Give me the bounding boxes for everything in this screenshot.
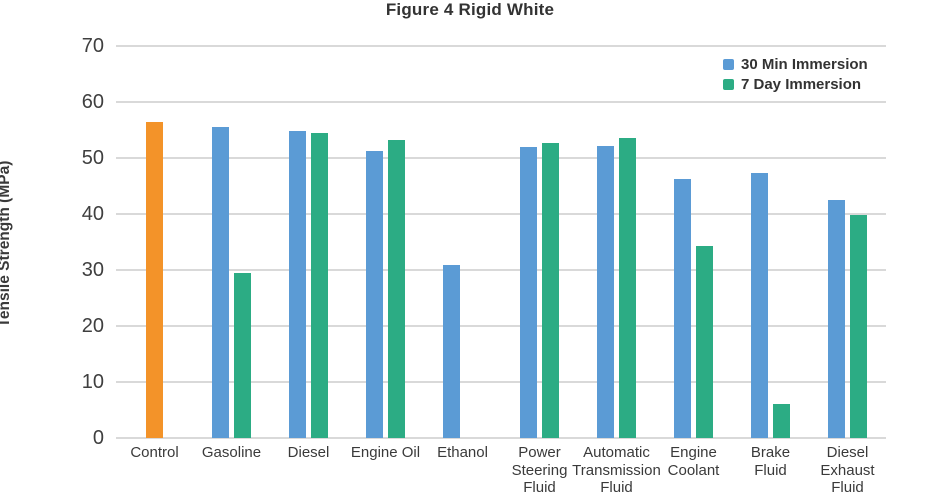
chart-legend: 30 Min Immersion 7 Day Immersion — [723, 54, 868, 94]
y-tick-label-0: 0 — [92, 427, 104, 449]
bar-gasoline-7-day-immersion — [234, 272, 251, 438]
bar-engine-oil-30-min-immersion — [366, 151, 383, 438]
gridline-y50 — [116, 157, 886, 159]
bar-engine-coolant-30-min-immersion — [674, 178, 691, 438]
bar-diesel-7-day-immersion — [311, 133, 328, 438]
x-label-engine-coolant: Engine Coolant — [667, 444, 720, 479]
y-axis-title: Tensile Strength (MPa) — [0, 160, 13, 328]
gridline-y20 — [116, 325, 886, 327]
x-label-diesel-exhaust-fluid: Diesel Exhaust Fluid — [820, 444, 875, 494]
legend-swatch-green-icon — [723, 78, 734, 90]
bar-engine-oil-7-day-immersion — [388, 139, 405, 438]
x-label-diesel: Diesel — [287, 444, 330, 461]
bar-brake-fluid-7-day-immersion — [773, 404, 790, 438]
gridline-y70 — [116, 45, 886, 47]
legend-label-30-min-immersion: 30 Min Immersion — [741, 55, 868, 73]
plot-area — [116, 45, 886, 439]
bar-diesel-exhaust-fluid-7-day-immersion — [850, 215, 867, 438]
y-tick-label-40: 40 — [81, 203, 104, 225]
y-tick-label-50: 50 — [81, 147, 104, 169]
legend-item-30-min-immersion: 30 Min Immersion — [723, 54, 868, 74]
x-label-control: Control — [130, 444, 179, 461]
bar-power-steering-fluid-30-min-immersion — [520, 146, 537, 438]
bar-control-control — [146, 121, 163, 438]
gridline-y10 — [116, 381, 886, 383]
gridline-y40 — [116, 213, 886, 215]
x-label-ethanol: Ethanol — [437, 444, 488, 461]
legend-label-7-day-immersion: 7 Day Immersion — [741, 75, 862, 93]
x-label-power-steering-fluid: Power Steering Fluid — [511, 444, 568, 494]
gridline-y60 — [116, 101, 886, 103]
bar-brake-fluid-30-min-immersion — [751, 172, 768, 438]
y-tick-label-20: 20 — [81, 315, 104, 337]
gridline-y30 — [116, 269, 886, 271]
bar-automatic-transmission-fluid-30-min-immersion — [597, 145, 614, 438]
x-label-gasoline: Gasoline — [201, 444, 262, 461]
x-label-brake-fluid: Brake Fluid — [750, 444, 791, 479]
y-tick-label-30: 30 — [81, 259, 104, 281]
legend-item-7-day-immersion: 7 Day Immersion — [723, 74, 868, 94]
y-tick-label-70: 70 — [81, 35, 104, 57]
legend-swatch-blue-icon — [723, 58, 734, 70]
x-label-engine-oil: Engine Oil — [350, 444, 421, 461]
x-label-automatic-transmission-fluid: Automatic Transmission Fluid — [572, 444, 661, 494]
bar-ethanol-30-min-immersion — [443, 264, 460, 438]
bar-engine-coolant-7-day-immersion — [696, 245, 713, 438]
y-tick-label-10: 10 — [81, 371, 104, 393]
bar-power-steering-fluid-7-day-immersion — [542, 143, 559, 438]
bar-diesel-exhaust-fluid-30-min-immersion — [828, 200, 845, 438]
gridline-y0 — [116, 437, 886, 439]
bar-diesel-30-min-immersion — [289, 131, 306, 438]
bar-automatic-transmission-fluid-7-day-immersion — [619, 138, 636, 438]
chart-title: Figure 4 Rigid White — [385, 0, 555, 19]
y-tick-label-60: 60 — [81, 91, 104, 113]
bar-gasoline-30-min-immersion — [212, 127, 229, 438]
